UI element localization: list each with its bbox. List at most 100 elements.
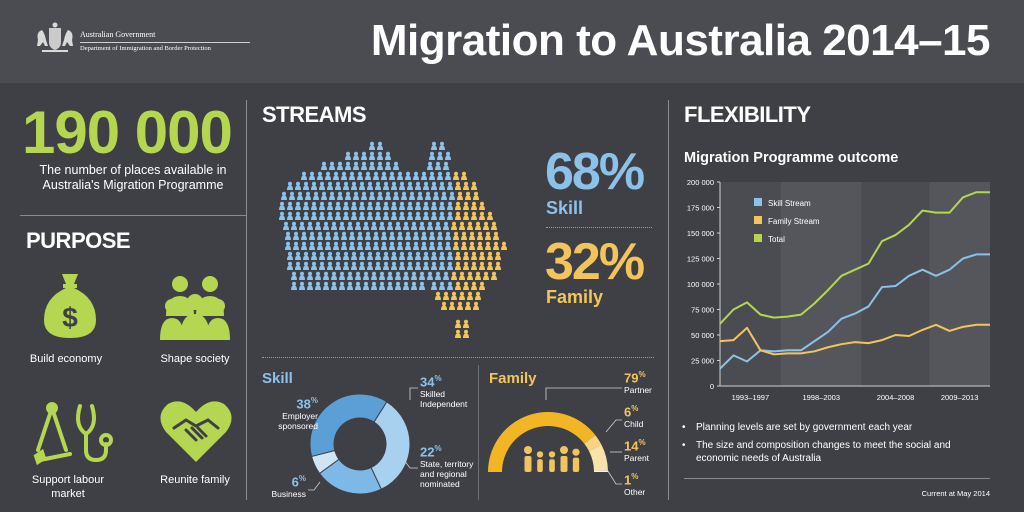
person-marker bbox=[317, 171, 323, 180]
coat-of-arms-icon bbox=[37, 22, 73, 52]
person-marker bbox=[343, 201, 349, 210]
current-date-note: Current at May 2014 bbox=[921, 489, 990, 498]
person-marker bbox=[405, 231, 411, 240]
person-marker bbox=[399, 261, 405, 270]
person-marker bbox=[319, 201, 325, 210]
person-marker bbox=[301, 171, 307, 180]
person-marker bbox=[445, 241, 451, 250]
person-marker bbox=[439, 251, 445, 260]
person-marker bbox=[397, 171, 403, 180]
person-marker bbox=[347, 271, 353, 280]
person-marker bbox=[463, 181, 469, 190]
person-marker bbox=[315, 221, 321, 230]
person-marker bbox=[419, 271, 425, 280]
person-marker bbox=[431, 181, 437, 190]
person-marker bbox=[403, 221, 409, 230]
person-marker bbox=[465, 301, 471, 310]
person-marker bbox=[363, 281, 369, 290]
person-marker bbox=[403, 271, 409, 280]
y-tick-label: 150 000 bbox=[687, 229, 714, 238]
person-marker bbox=[367, 201, 373, 210]
person-marker bbox=[397, 241, 403, 250]
person-marker bbox=[423, 261, 429, 270]
person-marker bbox=[479, 211, 485, 220]
person-marker bbox=[357, 241, 363, 250]
person-marker bbox=[501, 241, 507, 250]
person-marker bbox=[447, 201, 453, 210]
person-marker bbox=[431, 261, 437, 270]
person-marker bbox=[311, 261, 317, 270]
person-marker bbox=[393, 161, 399, 170]
person-marker bbox=[407, 201, 413, 210]
person-marker bbox=[323, 271, 329, 280]
person-marker bbox=[447, 251, 453, 260]
person-marker bbox=[381, 231, 387, 240]
person-marker bbox=[309, 241, 315, 250]
x-period-label: 2004–2008 bbox=[877, 393, 915, 402]
person-marker bbox=[339, 281, 345, 290]
person-marker bbox=[307, 271, 313, 280]
person-marker bbox=[443, 291, 449, 300]
person-marker bbox=[413, 241, 419, 250]
person-marker bbox=[287, 181, 293, 190]
person-marker bbox=[463, 281, 469, 290]
person-marker bbox=[341, 241, 347, 250]
person-marker bbox=[361, 191, 367, 200]
person-marker bbox=[315, 271, 321, 280]
person-marker bbox=[343, 261, 349, 270]
person-marker bbox=[471, 181, 477, 190]
person-marker bbox=[399, 211, 405, 220]
person-marker bbox=[423, 181, 429, 190]
purpose-divider bbox=[20, 215, 246, 216]
person-marker bbox=[399, 251, 405, 260]
skill-state-label: 22% State, territory and regional nomina… bbox=[420, 442, 478, 489]
person-marker bbox=[463, 251, 469, 260]
skill-employer-pct: 38 bbox=[296, 396, 311, 412]
skill-business-text: Business bbox=[271, 489, 307, 500]
money-bag-icon: $ bbox=[44, 274, 96, 338]
x-period-label: 1998–2003 bbox=[802, 393, 840, 402]
person-marker bbox=[459, 271, 465, 280]
person-marker bbox=[383, 251, 389, 260]
person-marker bbox=[429, 231, 435, 240]
person-marker bbox=[377, 191, 383, 200]
person-marker bbox=[371, 221, 377, 230]
person-marker bbox=[291, 281, 297, 290]
person-marker bbox=[455, 319, 461, 328]
person-marker bbox=[353, 151, 359, 160]
flexibility-title: FLEXIBILITY bbox=[684, 102, 811, 127]
person-marker bbox=[295, 181, 301, 190]
person-marker bbox=[281, 191, 287, 200]
family-child-text: Child bbox=[624, 419, 644, 430]
person-marker bbox=[335, 211, 341, 220]
y-tick-label: 75 000 bbox=[691, 306, 714, 315]
skill-state-pct: 22 bbox=[420, 444, 435, 460]
person-marker bbox=[307, 221, 313, 230]
person-marker bbox=[437, 231, 443, 240]
person-marker bbox=[487, 211, 493, 220]
family-parent-label: 14% Parent bbox=[624, 438, 650, 464]
person-marker bbox=[285, 231, 291, 240]
tools-icon bbox=[33, 402, 113, 466]
australia-people-map bbox=[279, 141, 507, 338]
skill-employer-label: 38% Employer sponsored bbox=[262, 394, 318, 431]
person-marker bbox=[485, 231, 491, 240]
person-marker bbox=[299, 271, 305, 280]
person-marker bbox=[371, 271, 377, 280]
page-title: Migration to Australia 2014–15 bbox=[370, 16, 991, 65]
person-marker bbox=[333, 241, 339, 250]
x-period-label: 1993–1997 bbox=[732, 393, 770, 402]
person-marker bbox=[453, 241, 459, 250]
person-marker bbox=[369, 141, 375, 150]
family-parent-pct: 14 bbox=[624, 438, 639, 454]
skill-label-leaders bbox=[308, 387, 418, 491]
person-marker bbox=[455, 201, 461, 210]
person-marker bbox=[421, 171, 427, 180]
person-marker bbox=[385, 161, 391, 170]
person-marker bbox=[395, 221, 401, 230]
person-marker bbox=[463, 329, 469, 338]
person-marker bbox=[475, 271, 481, 280]
person-marker bbox=[375, 211, 381, 220]
legend-label: Total bbox=[768, 235, 785, 244]
person-marker bbox=[325, 241, 331, 250]
